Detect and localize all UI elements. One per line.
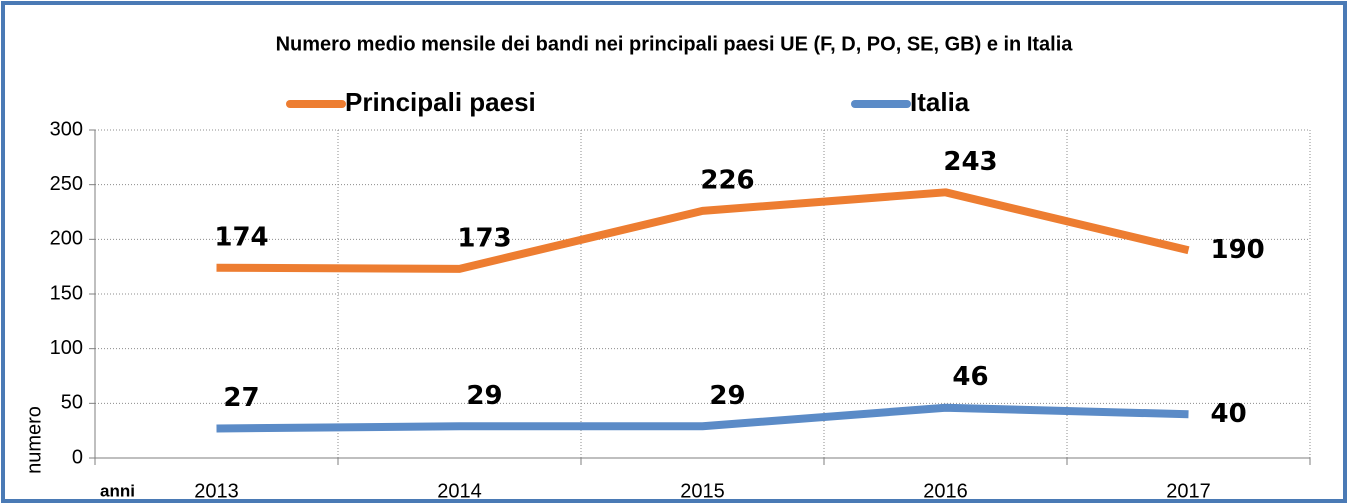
data-label: 174 — [214, 222, 268, 252]
series-line — [216, 403, 1189, 433]
x-tick-label: 2016 — [923, 480, 968, 502]
x-tick-label: 2015 — [680, 480, 725, 502]
data-label: 46 — [952, 362, 988, 392]
data-label: 40 — [1211, 399, 1247, 429]
data-label: 173 — [457, 223, 511, 253]
data-label: 243 — [943, 147, 997, 177]
series-line — [216, 188, 1190, 273]
x-tick-label: 2017 — [1166, 480, 1211, 502]
legend-label: Principali paesi — [345, 87, 536, 117]
data-label: 29 — [466, 381, 502, 411]
y-tick-label: 0 — [72, 446, 83, 468]
y-tick-label: 300 — [50, 118, 83, 140]
y-tick-label: 250 — [50, 173, 83, 195]
y-tick-label: 150 — [50, 282, 83, 304]
data-label: 29 — [709, 381, 745, 411]
x-tick-label: 2014 — [437, 480, 482, 502]
y-tick-label: 100 — [50, 337, 83, 359]
chart-title: Numero medio mensile dei bandi nei princ… — [276, 33, 1074, 55]
data-label: 190 — [1211, 235, 1265, 265]
x-axis-title: anni — [100, 481, 135, 500]
data-label: 27 — [223, 383, 259, 413]
y-axis-title: numero — [23, 406, 45, 474]
x-tick-label: 2013 — [194, 480, 239, 502]
y-tick-label: 50 — [61, 392, 83, 414]
data-label: 226 — [700, 165, 754, 195]
y-tick-label: 200 — [50, 228, 83, 250]
legend-label: Italia — [910, 87, 970, 117]
